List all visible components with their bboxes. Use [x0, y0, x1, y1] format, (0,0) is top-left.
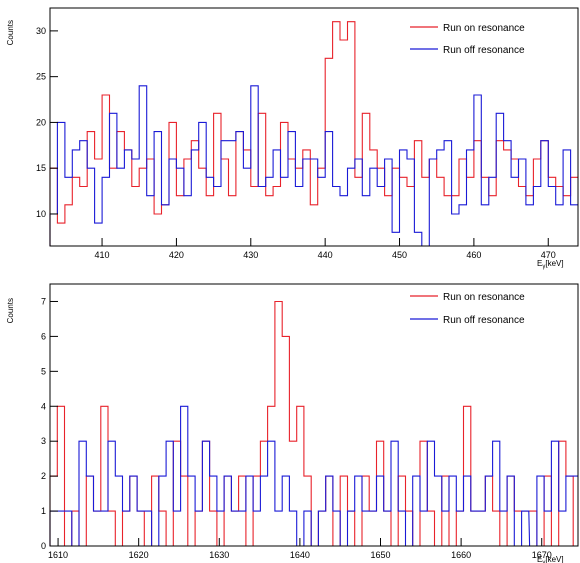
top-y-tick-label: 25 [36, 72, 46, 82]
bottom-legend-label-on: Run on resonance [443, 292, 525, 303]
bottom-y-tick-label: 5 [41, 366, 46, 376]
bottom-x-axis-label-sub: γ [542, 560, 545, 563]
bottom-plot-frame [49, 283, 579, 547]
top-y-tick-label: 15 [36, 163, 46, 173]
bottom-x-tick-label: 1630 [209, 550, 229, 560]
bottom-x-tick-label: 1610 [48, 550, 68, 560]
bottom-y-axis-label: Counts [6, 298, 15, 323]
bottom-x-tick-label: 1670 [532, 550, 552, 560]
top-x-tick-label: 440 [318, 250, 333, 260]
bottom-x-tick-label: 1660 [451, 550, 471, 560]
top-axis-ticks: 410 420 430 440 450 460 470 10 15 20 25 30 [36, 26, 556, 260]
top-x-axis-label-unit: [keV] [545, 259, 563, 268]
bottom-x-tick-label: 1640 [290, 550, 310, 560]
top-x-tick-label: 420 [169, 250, 184, 260]
top-x-tick-label: 410 [95, 250, 110, 260]
top-x-tick-label: 450 [392, 250, 407, 260]
top-x-axis-label-e: E [537, 259, 542, 268]
bottom-x-tick-label: 1650 [370, 550, 390, 560]
top-x-tick-label: 470 [541, 250, 556, 260]
top-x-axis-label-sub: γ [542, 264, 545, 270]
bottom-x-axis-label-unit: [keV] [545, 555, 563, 563]
top-x-tick-label: 460 [466, 250, 481, 260]
bottom-legend-label-off: Run off resonance [443, 315, 525, 326]
top-legend-label-off: Run off resonance [443, 45, 525, 56]
bottom-x-tick-label: 1620 [129, 550, 149, 560]
bottom-y-tick-label: 3 [41, 436, 46, 446]
bottom-y-tick-label: 2 [41, 471, 46, 481]
bottom-y-tick-label: 4 [41, 401, 46, 411]
top-plot-frame [49, 7, 579, 247]
top-legend-label-on: Run on resonance [443, 23, 525, 34]
top-y-tick-label: 30 [36, 26, 46, 36]
top-series-off-resonance-line [49, 85, 578, 247]
top-x-tick-label: 430 [243, 250, 258, 260]
bottom-y-tick-label: 1 [41, 506, 46, 516]
bottom-x-axis-label-e: E [537, 555, 542, 563]
bottom-y-tick-label: 6 [41, 331, 46, 341]
top-x-axis-label: Eγ[keV] [537, 259, 564, 270]
bottom-y-tick-label: 0 [41, 541, 46, 551]
top-spectrum-panel: 410 420 430 440 450 460 470 10 15 20 25 30 Counts E… [6, 7, 579, 270]
bottom-spectrum-panel: 1610 1620 1630 1640 1650 1660 1670 0 1 2 3 4 5 6 7 Cou… [6, 283, 579, 563]
top-y-tick-label: 10 [36, 209, 46, 219]
top-legend: Run on resonance Run off resonance [410, 23, 525, 56]
bottom-axis-ticks: 1610 1620 1630 1640 1650 1660 1670 0 1 2 3 4 5 6 7 [41, 296, 552, 560]
top-y-axis-label: Counts [6, 20, 15, 45]
bottom-y-tick-label: 7 [41, 296, 46, 306]
top-plot-lines [49, 21, 578, 247]
top-y-tick-label: 20 [36, 117, 46, 127]
bottom-x-axis-label: Eγ[keV] [537, 555, 564, 563]
bottom-legend: Run on resonance Run off resonance [410, 292, 525, 326]
